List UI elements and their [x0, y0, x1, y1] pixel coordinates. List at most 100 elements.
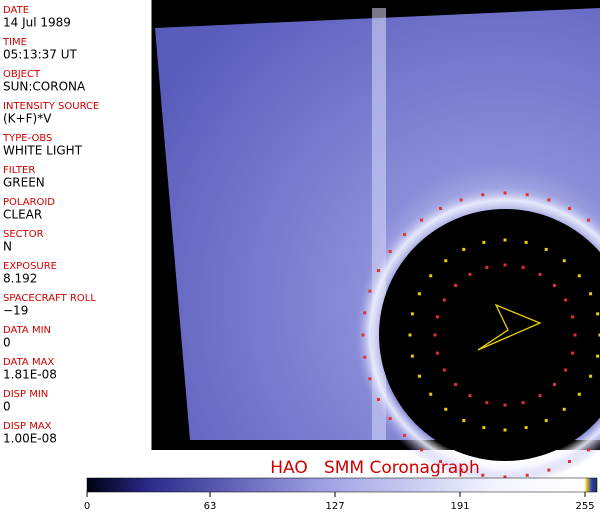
field-label: POLAROID: [3, 197, 55, 208]
dot: [482, 241, 485, 244]
dot: [460, 198, 463, 201]
field-label: DATA MAX: [3, 357, 54, 368]
dot: [403, 233, 406, 236]
field-value: 0: [3, 400, 11, 414]
dot: [539, 273, 542, 276]
dot: [545, 248, 548, 251]
dot: [504, 264, 507, 267]
dot: [377, 269, 380, 272]
field-value: N: [3, 240, 12, 254]
dot: [578, 274, 581, 277]
dot: [420, 448, 423, 451]
dot: [409, 334, 412, 337]
dot: [547, 198, 550, 201]
field-label: FILTER: [3, 165, 35, 176]
dot: [429, 393, 432, 396]
dot: [526, 193, 529, 196]
dot: [444, 408, 447, 411]
dot: [368, 290, 371, 293]
dot: [485, 266, 488, 269]
field-value: 14 Jul 1989: [3, 16, 71, 30]
dot: [418, 292, 421, 295]
field-value: 8.192: [3, 272, 37, 286]
dot: [411, 312, 414, 315]
dot: [454, 383, 457, 386]
dot: [443, 299, 446, 302]
field-label: EXPOSURE: [3, 261, 57, 272]
tick-label: 0: [84, 501, 90, 512]
dot: [481, 474, 484, 477]
dot: [587, 219, 590, 222]
field-label: OBJECT: [3, 69, 41, 80]
dot: [434, 334, 437, 337]
dot: [363, 311, 366, 314]
dot: [403, 434, 406, 437]
dot: [368, 377, 371, 380]
tick-label: 255: [575, 501, 594, 512]
dot: [589, 292, 592, 295]
dot: [504, 429, 507, 432]
colorbar: [87, 478, 597, 492]
tick-label: 63: [204, 501, 217, 512]
dot: [436, 352, 439, 355]
dot: [454, 284, 457, 287]
dot: [462, 248, 465, 251]
field-value: 0: [3, 336, 11, 350]
field-label: DATA MIN: [3, 325, 51, 336]
field-label: DISP MIN: [3, 389, 48, 400]
field-label: DISP MAX: [3, 421, 52, 432]
dot: [564, 299, 567, 302]
dot: [469, 273, 472, 276]
dot: [444, 259, 447, 262]
dot: [526, 474, 529, 477]
dot: [522, 266, 525, 269]
dot: [596, 312, 599, 315]
dot: [362, 334, 365, 337]
dot: [525, 241, 528, 244]
field-value: 05:13:37 UT: [3, 48, 77, 62]
dot: [547, 469, 550, 472]
field-value: 1.00E-08: [3, 432, 57, 446]
dot: [469, 394, 472, 397]
dot: [563, 259, 566, 262]
dot: [578, 393, 581, 396]
dot: [553, 383, 556, 386]
tick-label: 191: [450, 501, 469, 512]
dot: [564, 369, 567, 372]
dot: [504, 239, 507, 242]
dot: [485, 401, 488, 404]
dot: [411, 355, 414, 358]
dot: [571, 352, 574, 355]
dot: [568, 460, 571, 463]
title: HAO SMM Coronagraph: [270, 458, 479, 478]
field-label: SECTOR: [3, 229, 44, 240]
dot: [539, 394, 542, 397]
dot: [482, 426, 485, 429]
tick-label: 127: [325, 501, 344, 512]
dot: [525, 426, 528, 429]
field-label: TIME: [2, 37, 27, 48]
dot: [571, 315, 574, 318]
field-label: INTENSITY SOURCE: [3, 101, 99, 112]
dot: [545, 419, 548, 422]
dot: [504, 404, 507, 407]
dot: [462, 419, 465, 422]
field-label: DATE: [3, 5, 29, 16]
dot: [377, 398, 380, 401]
dot: [420, 219, 423, 222]
dot: [589, 375, 592, 378]
dot: [436, 315, 439, 318]
field-value: CLEAR: [3, 208, 42, 222]
dot: [363, 356, 366, 359]
field-value: (K+F)*V: [3, 112, 52, 126]
field-value: 1.81E-08: [3, 368, 57, 382]
dot: [504, 192, 507, 195]
dot: [553, 284, 556, 287]
dot: [596, 355, 599, 358]
field-value: WHITE LIGHT: [3, 144, 83, 158]
field-value: −19: [3, 304, 28, 318]
dot: [389, 417, 392, 420]
dot: [389, 250, 392, 253]
dot: [481, 193, 484, 196]
field-label: SPACECRAFT ROLL: [3, 293, 96, 304]
